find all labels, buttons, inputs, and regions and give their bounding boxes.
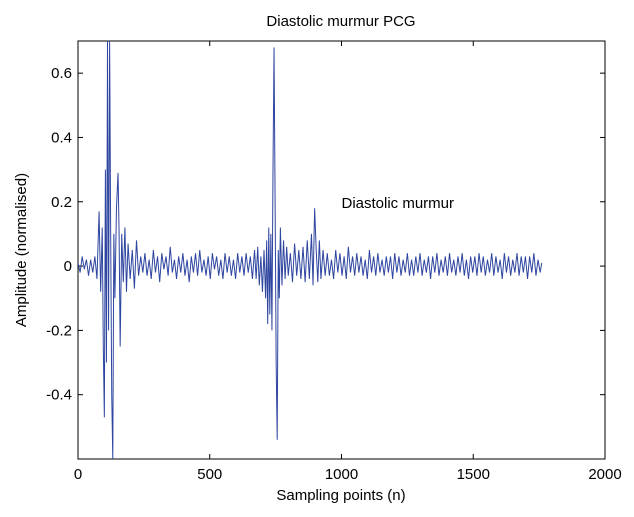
y-axis-ticks: -0.4 -0.2 0 0.2 0.4 0.6 bbox=[46, 65, 605, 404]
y-tick-label: -0.4 bbox=[46, 387, 72, 404]
chart-title: Diastolic murmur PCG bbox=[266, 13, 415, 30]
y-tick-label: 0.2 bbox=[51, 194, 72, 211]
series-line-pcg-signal bbox=[78, 41, 543, 459]
plot-area-frame bbox=[77, 40, 606, 460]
y-tick-label: 0 bbox=[64, 258, 72, 275]
y-tick-label: 0.4 bbox=[51, 129, 72, 146]
y-tick-label: -0.2 bbox=[46, 322, 72, 339]
x-tick-label: 0 bbox=[74, 466, 82, 483]
annotation-diastolic-murmur: Diastolic murmur bbox=[342, 195, 455, 212]
x-axis-label: Sampling points (n) bbox=[276, 487, 405, 504]
x-axis-ticks: 0 500 1000 1500 2000 bbox=[74, 41, 622, 483]
x-tick-label: 2000 bbox=[588, 466, 621, 483]
x-tick-label: 1000 bbox=[325, 466, 358, 483]
x-tick-label: 500 bbox=[197, 466, 222, 483]
plot-data-layer bbox=[78, 41, 543, 459]
x-tick-label: 1500 bbox=[457, 466, 490, 483]
y-tick-label: 0.6 bbox=[51, 65, 72, 82]
y-axis-label: Amplitude (normalised) bbox=[13, 173, 30, 327]
